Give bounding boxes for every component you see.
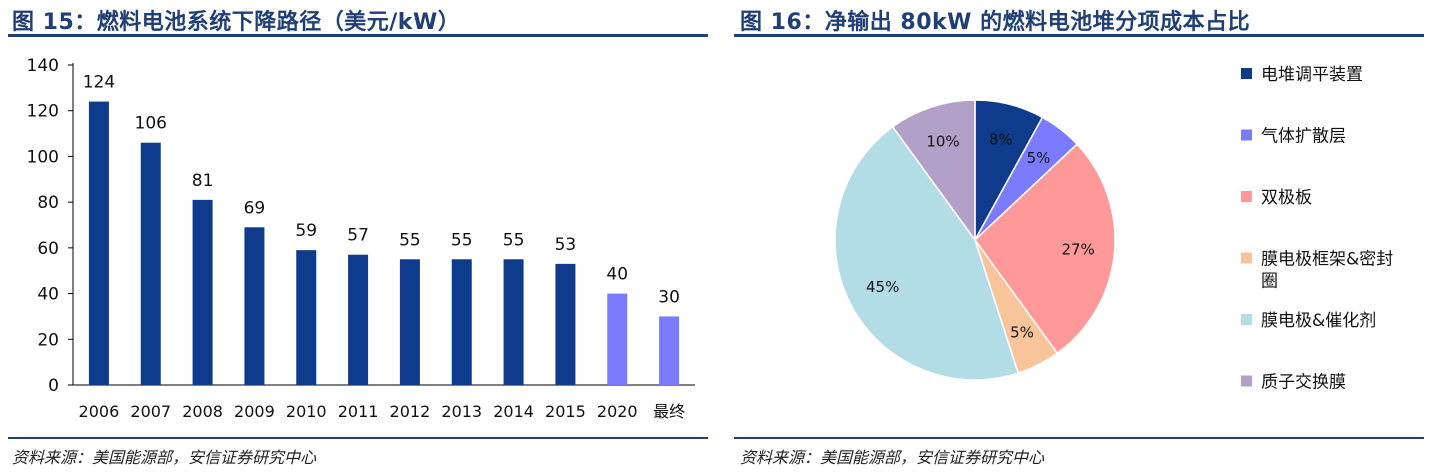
bar-2009 [244, 227, 265, 385]
legend-label: 圈 [1261, 272, 1278, 292]
legend-label: 膜电极框架&密封 [1261, 250, 1393, 270]
x-tick-label: 2013 [441, 402, 482, 421]
x-tick-label: 2015 [545, 402, 586, 421]
bar-value-label: 81 [192, 171, 214, 191]
bar-2007 [140, 142, 161, 385]
bar-value-label: 106 [135, 114, 167, 134]
bar-2011 [348, 254, 369, 385]
bar-value-label: 40 [606, 265, 628, 285]
pie-slice-label: 27% [1061, 241, 1094, 259]
x-tick-label: 2011 [338, 402, 379, 421]
legend-label: 电堆调平装置 [1261, 65, 1363, 85]
pie-chart-title-rule [734, 34, 1424, 37]
pie-slice-label: 5% [1010, 323, 1034, 341]
bar-2020 [607, 293, 628, 385]
bar-2008 [192, 199, 213, 385]
bar-value-label: 124 [83, 73, 115, 93]
y-tick-label: 140 [27, 56, 59, 76]
legend-swatch [1241, 375, 1252, 387]
pie-chart: 8% 5% 27% 5% 45% 10% 电堆调平装置气体扩散层双极板膜电极框架&密封圈膜电… [834, 65, 1393, 393]
legend-label: 膜电极&催化剂 [1261, 311, 1376, 331]
legend-label: 双极板 [1261, 188, 1312, 208]
bar-value-label: 53 [555, 235, 577, 255]
y-tick-label: 0 [48, 376, 59, 396]
legend-swatch [1241, 129, 1252, 141]
pie-slice-2 [974, 143, 1116, 355]
pie-slice-label: 8% [989, 131, 1013, 149]
x-tick-label: 2014 [493, 402, 534, 421]
bar-value-label: 55 [451, 230, 473, 250]
bar-value-label: 57 [347, 226, 369, 246]
pie-slice-5 [891, 99, 976, 243]
pie-slice-label: 45% [866, 278, 899, 296]
x-tick-label: 2010 [286, 402, 327, 421]
legend-swatch [1241, 314, 1252, 325]
y-tick-label: 80 [37, 193, 59, 213]
y-tick-label: 20 [37, 330, 59, 350]
y-tick-label: 120 [27, 102, 59, 122]
pie-chart-footer-rule [734, 437, 1424, 439]
x-tick-label: 2007 [130, 402, 171, 421]
bar-value-label: 55 [399, 230, 421, 250]
x-tick-label: 2012 [390, 402, 431, 421]
bar-value-label: 55 [503, 230, 525, 250]
bar-chart-title-rule [8, 34, 708, 37]
x-tick-label: 2008 [182, 402, 223, 421]
bar-chart-title: 图 15：燃料电池系统下降路径（美元/kW） [12, 10, 461, 35]
x-tick-label: 2006 [79, 402, 120, 421]
x-tick-label: 最终 [653, 402, 685, 421]
bar-value-label: 30 [658, 287, 680, 307]
bar-2006 [88, 101, 109, 386]
y-tick-label: 60 [37, 239, 59, 259]
bar-2012 [399, 259, 420, 385]
pie-chart-source: 资料来源：美国能源部，安信证券研究中心 [740, 448, 1045, 467]
legend-label: 气体扩散层 [1261, 127, 1346, 147]
bar-value-label: 69 [244, 198, 266, 218]
bar-chart: 0 20 40 60 80 100 120 140 124 2006 106 2007 81 2008 69… [27, 56, 695, 421]
bar-2010 [296, 250, 317, 385]
pie-slice-4 [834, 125, 1020, 381]
x-tick-label: 2020 [597, 402, 638, 421]
x-tick-label: 2009 [234, 402, 275, 421]
y-tick-label: 40 [37, 285, 59, 305]
bar-chart-footer-rule [8, 437, 708, 439]
bar-2014 [503, 259, 524, 385]
bar-2013 [451, 259, 472, 385]
bar-value-label: 59 [295, 221, 317, 241]
y-tick-label: 100 [27, 147, 59, 167]
legend-label: 质子交换膜 [1261, 373, 1346, 393]
legend-swatch [1241, 68, 1252, 79]
bar-最终 [659, 316, 680, 385]
legend-swatch [1241, 191, 1252, 202]
pie-slice-label: 5% [1027, 149, 1051, 167]
pie-chart-title: 图 16：净输出 80kW 的燃料电池堆分项成本占比 [740, 10, 1251, 35]
pie-slice-label: 10% [926, 132, 959, 150]
legend-swatch [1241, 252, 1252, 264]
bar-2015 [555, 263, 576, 385]
bar-chart-source: 资料来源：美国能源部，安信证券研究中心 [12, 448, 317, 467]
